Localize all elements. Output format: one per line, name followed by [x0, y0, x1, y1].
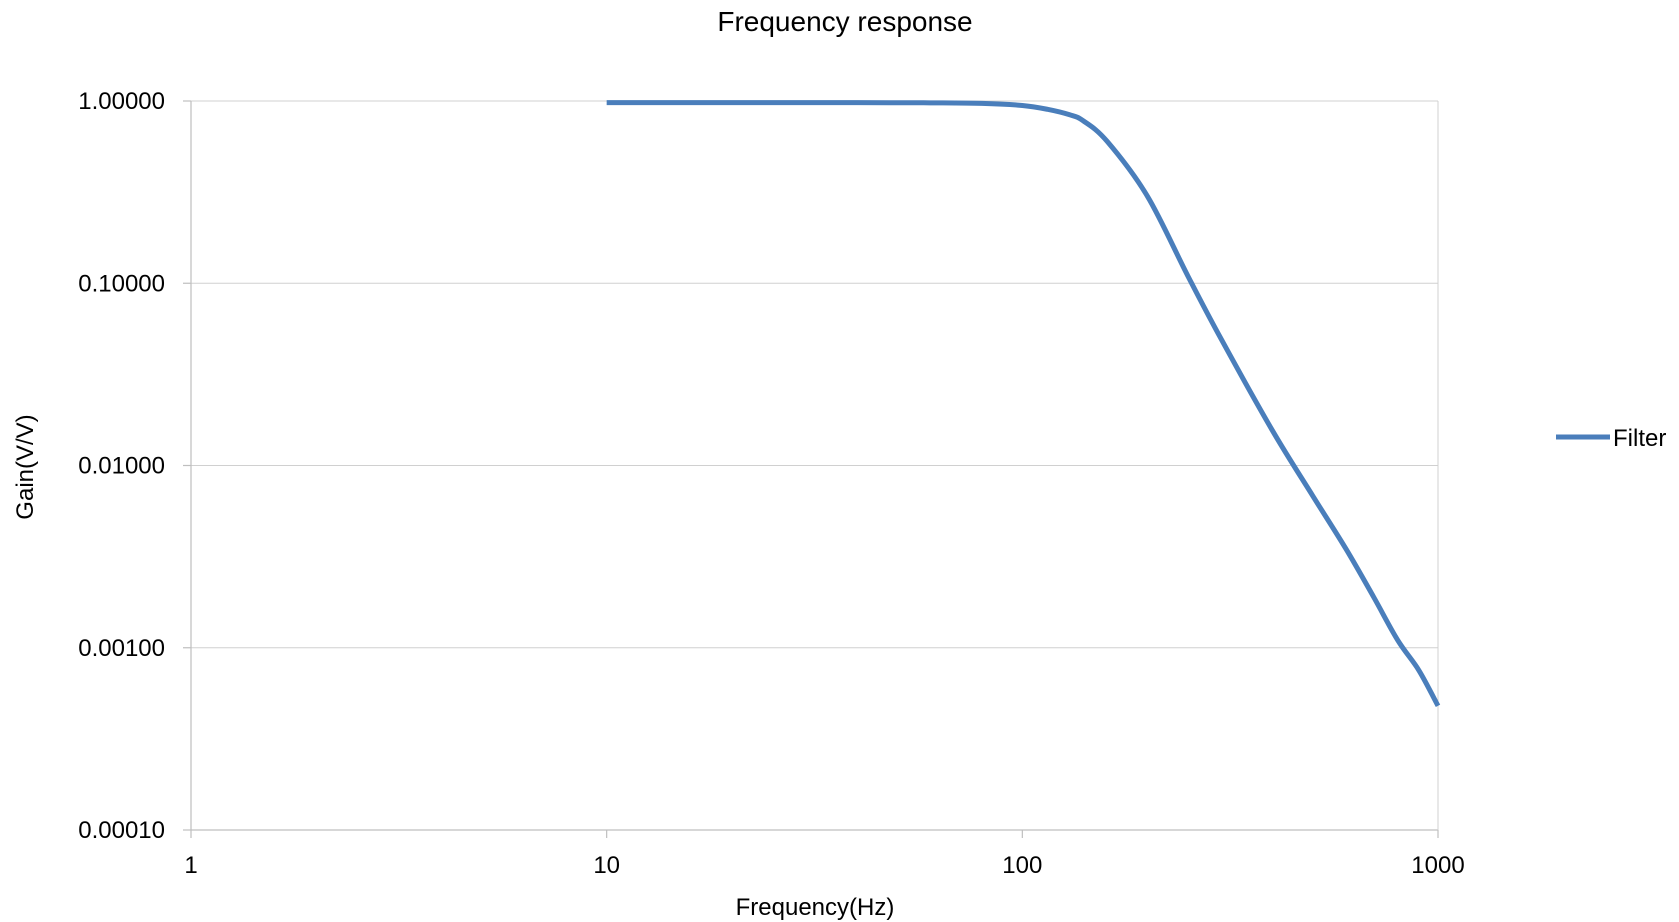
x-tick-label: 100 [1002, 852, 1042, 879]
series-layer [606, 100, 1441, 708]
legend: Filter [1556, 425, 1666, 452]
x-axis-title: Frequency(Hz) [736, 894, 895, 921]
x-tick-label: 1000 [1411, 852, 1464, 879]
y-tick-label: 0.00010 [78, 817, 165, 844]
grid [191, 100, 1439, 831]
chart-title: Frequency response [717, 6, 972, 37]
y-axis-title: Gain(V/V) [12, 414, 39, 519]
axes [183, 100, 1439, 838]
series-line-filter [606, 100, 1441, 708]
x-tick-label: 10 [593, 852, 620, 879]
tick-labels: 1.00000 0.10000 0.01000 0.00100 0.00010 1 10 10… [78, 88, 1464, 879]
y-tick-label: 1.00000 [78, 88, 165, 115]
y-tick-label: 0.10000 [78, 270, 165, 297]
y-tick-label: 0.01000 [78, 453, 165, 480]
y-tick-label: 0.00100 [78, 635, 165, 662]
legend-label-filter: Filter [1613, 425, 1666, 452]
x-tick-label: 1 [184, 852, 197, 879]
